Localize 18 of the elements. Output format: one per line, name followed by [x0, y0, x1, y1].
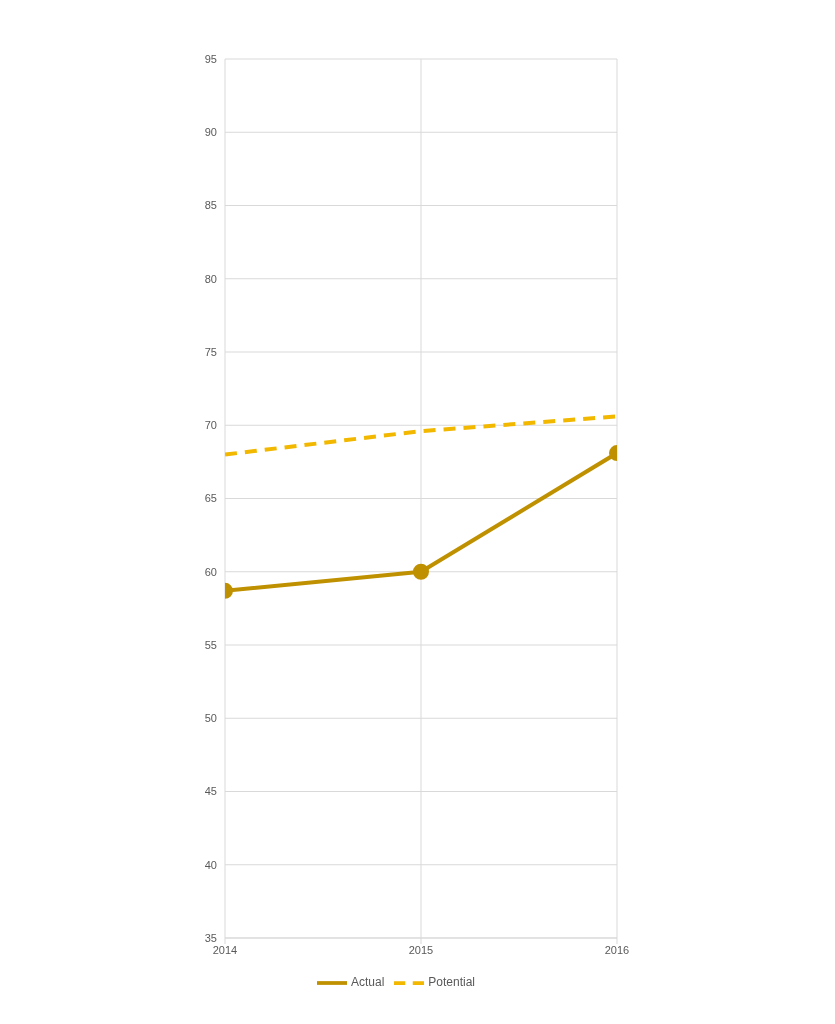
- y-tick-label: 40: [204, 858, 217, 871]
- y-tick-label: 75: [204, 345, 217, 358]
- y-tick-label: 45: [204, 785, 217, 798]
- y-tick-label: 50: [204, 712, 217, 725]
- x-tick-label: 2015: [408, 943, 434, 956]
- y-tick-label: 95: [204, 52, 217, 65]
- y-tick-label: 35: [204, 931, 217, 944]
- y-tick-label: 55: [204, 638, 217, 651]
- y-tick-label: 90: [204, 126, 217, 139]
- y-tick-label: 85: [204, 199, 217, 212]
- x-tick-label: 2016: [604, 943, 630, 956]
- legend-label: Potential: [428, 975, 476, 990]
- legend-label: Actual: [350, 975, 385, 990]
- y-tick-label: 70: [204, 419, 217, 432]
- x-tick-label: 2014: [212, 943, 238, 956]
- y-tick-label: 60: [204, 565, 217, 578]
- y-tick-label: 65: [204, 492, 217, 505]
- y-tick-label: 80: [204, 272, 217, 285]
